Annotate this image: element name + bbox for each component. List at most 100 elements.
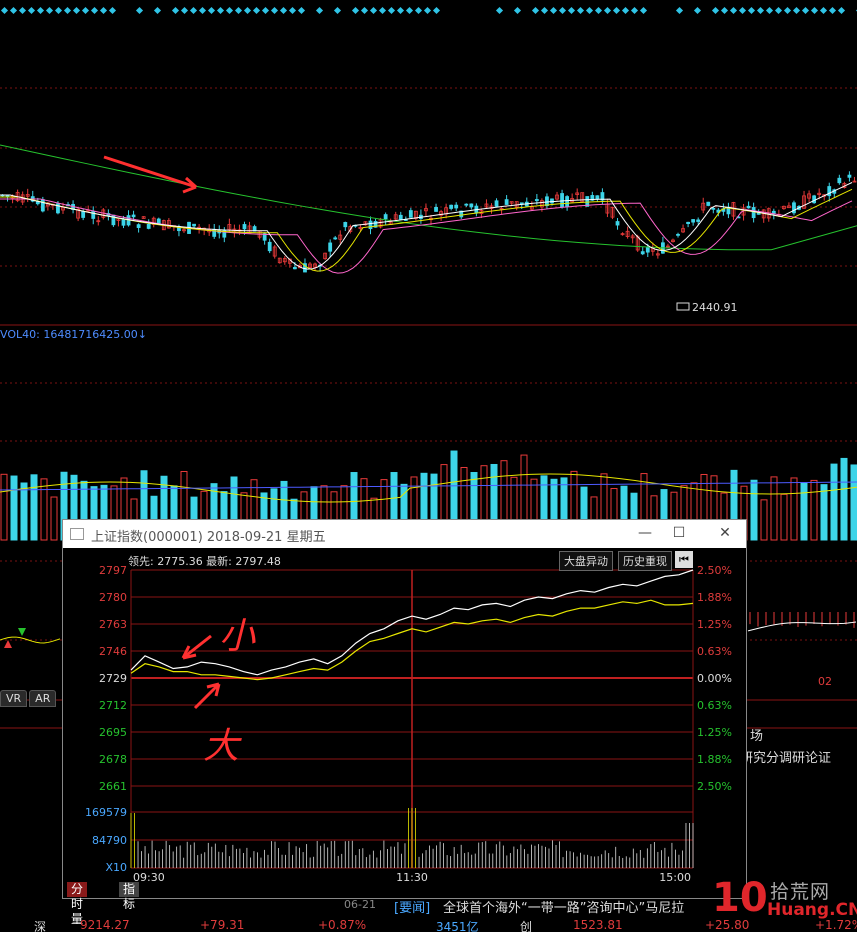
volume-tick: 169579 bbox=[85, 806, 127, 819]
signal-marker bbox=[315, 6, 324, 15]
candle-body bbox=[590, 195, 595, 201]
signal-marker bbox=[756, 6, 765, 15]
candle-body bbox=[565, 196, 570, 207]
candle-body bbox=[313, 263, 317, 268]
candle-body bbox=[681, 228, 685, 233]
signal-marker bbox=[576, 6, 585, 15]
candle-body bbox=[141, 216, 146, 219]
signal-marker bbox=[279, 6, 288, 15]
candle-body bbox=[691, 219, 696, 223]
status-label2: 创 bbox=[520, 920, 533, 932]
y-tick-right: 0.63% bbox=[697, 645, 732, 658]
site-watermark: 10 拾荒网 Huang.CN bbox=[712, 875, 857, 925]
candle-body bbox=[449, 204, 454, 209]
candle-body bbox=[615, 221, 620, 226]
status-index: 9214.27 bbox=[80, 918, 130, 932]
skip-back-icon[interactable]: ⏮ bbox=[675, 551, 693, 568]
candle-body bbox=[595, 195, 600, 200]
volume-bar bbox=[750, 479, 758, 541]
volume-bar bbox=[0, 473, 8, 541]
signal-marker bbox=[765, 6, 774, 15]
candle-body bbox=[131, 214, 136, 218]
signal-marker bbox=[18, 6, 27, 15]
candle-body bbox=[222, 230, 227, 238]
y-tick-right: 0.00% bbox=[697, 672, 732, 685]
close-button[interactable]: ✕ bbox=[719, 525, 731, 541]
watermark-cn: 拾荒网 bbox=[770, 881, 831, 903]
candle-body bbox=[308, 263, 312, 269]
vol-indicator-label: VOL40: 16481716425.00↓ bbox=[0, 328, 148, 341]
volume-bar bbox=[850, 464, 857, 541]
intraday-chart: 2797 2.50% 2780 1.88% 2763 1.25% 2746 0.63% 2729… bbox=[63, 550, 746, 882]
signal-marker bbox=[387, 6, 396, 15]
market-alert-button[interactable]: 大盘异动 bbox=[559, 551, 613, 571]
low-price-label: 2440.91 bbox=[692, 301, 738, 314]
candle-body bbox=[282, 258, 287, 263]
signal-marker bbox=[252, 6, 261, 15]
candle-body bbox=[25, 194, 30, 197]
signal-marker bbox=[738, 6, 747, 15]
candle-body bbox=[272, 246, 277, 257]
news-headline[interactable]: 全球首个海外“一带一路”咨询中心”马尼拉 bbox=[443, 901, 685, 916]
tab-indicator[interactable]: 指标 bbox=[119, 882, 140, 911]
indicator-tabs: VR AR bbox=[0, 690, 57, 707]
status-change2: +25.80 bbox=[705, 918, 750, 932]
candle-body bbox=[166, 220, 171, 229]
candle-body bbox=[383, 214, 388, 220]
annotation-big: 大 bbox=[203, 726, 242, 767]
news-tag[interactable]: [要闻] bbox=[394, 901, 431, 916]
ma-pink-line bbox=[0, 198, 853, 274]
signal-marker bbox=[135, 6, 144, 15]
side-text: 场 研究分调研论证 bbox=[740, 726, 831, 770]
status-bar: 深 9214.27 +79.31 +0.87% 3451亿 创 1523.81 … bbox=[0, 918, 857, 932]
signal-marker bbox=[531, 6, 540, 15]
minimize-button[interactable]: — bbox=[638, 525, 652, 541]
window-titlebar[interactable]: 上证指数(000001) 2018-09-21 星期五 — ☐ ✕ bbox=[63, 520, 746, 548]
volume-bar bbox=[10, 475, 18, 541]
candle-body bbox=[76, 208, 81, 219]
candle-body bbox=[666, 245, 670, 248]
signal-marker bbox=[720, 6, 729, 15]
y-tick-left: 2797 bbox=[99, 564, 127, 577]
signal-marker bbox=[495, 6, 504, 15]
candle-body bbox=[358, 226, 363, 229]
y-tick-right: 2.50% bbox=[697, 780, 732, 793]
tab-volume[interactable]: 分时量 bbox=[67, 882, 88, 926]
tab-ar[interactable]: AR bbox=[29, 690, 57, 707]
status-change: +79.31 bbox=[200, 918, 245, 932]
candle-body bbox=[787, 205, 791, 209]
signal-marker bbox=[513, 6, 522, 15]
signal-marker bbox=[198, 6, 207, 15]
candle-body bbox=[408, 210, 413, 218]
candle-body bbox=[585, 196, 590, 207]
candle-body bbox=[545, 196, 549, 206]
tab-vr[interactable]: VR bbox=[0, 690, 28, 707]
signal-marker bbox=[0, 6, 9, 15]
status-pct2: +1.72% bbox=[815, 918, 857, 932]
candle-body bbox=[156, 218, 161, 224]
signal-marker bbox=[774, 6, 783, 15]
indicator-line bbox=[0, 636, 61, 644]
signal-marker bbox=[819, 6, 828, 15]
indicator-line bbox=[747, 621, 857, 632]
status-pct: +0.87% bbox=[318, 918, 367, 932]
ma-white-line bbox=[0, 182, 853, 270]
history-replay-button[interactable]: 历史重现 bbox=[618, 551, 672, 571]
side-text-line2: 研究分调研论证 bbox=[740, 751, 832, 766]
intraday-window[interactable]: 上证指数(000001) 2018-09-21 星期五 — ☐ ✕ 2797 2.… bbox=[62, 519, 747, 926]
candle-body bbox=[459, 210, 464, 218]
candle-body bbox=[852, 180, 857, 183]
candle-body bbox=[686, 221, 690, 224]
annotation-arrow-small bbox=[181, 634, 212, 660]
signal-marker bbox=[351, 6, 360, 15]
lead-latest-label: 领先: 2775.36 最新: 2797.48 bbox=[128, 555, 281, 568]
candle-body bbox=[494, 200, 499, 207]
candle-body bbox=[711, 207, 716, 210]
side-text-line1: 场 bbox=[750, 729, 764, 744]
maximize-button[interactable]: ☐ bbox=[672, 525, 686, 541]
candle-body bbox=[343, 222, 348, 228]
candle-body bbox=[746, 205, 751, 209]
status-amount: 3451亿 bbox=[436, 920, 479, 932]
candle-body bbox=[550, 198, 554, 204]
volume-bar bbox=[840, 457, 848, 541]
